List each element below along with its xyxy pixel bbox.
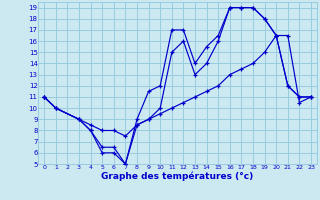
- X-axis label: Graphe des températures (°c): Graphe des températures (°c): [101, 171, 254, 181]
